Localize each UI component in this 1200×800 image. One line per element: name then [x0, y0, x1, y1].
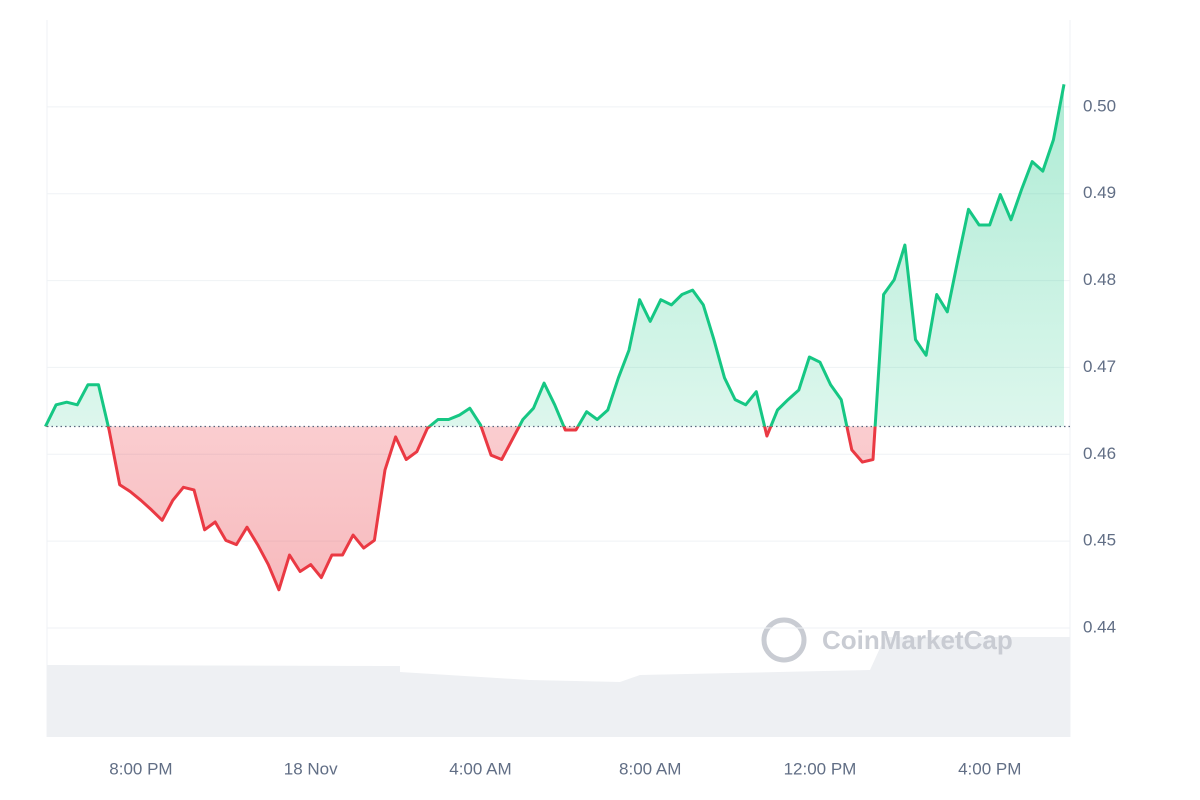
y-tick-label: 0.48	[1083, 270, 1116, 289]
price-line-up	[44, 84, 1066, 427]
x-tick-label: 4:00 PM	[958, 759, 1021, 778]
watermark-text: CoinMarketCap	[822, 625, 1013, 655]
x-tick-label: 12:00 PM	[784, 759, 857, 778]
x-tick-label: 18 Nov	[284, 759, 338, 778]
y-tick-label: 0.45	[1083, 531, 1116, 550]
y-tick-label: 0.47	[1083, 357, 1116, 376]
area-up	[45, 84, 1064, 427]
watermark: CoinMarketCap	[761, 617, 1013, 663]
x-tick-label: 8:00 PM	[109, 759, 172, 778]
y-tick-label: 0.50	[1083, 96, 1116, 115]
y-tick-label: 0.49	[1083, 183, 1116, 202]
plot: 0.44 0.45 0.46 0.47 0.48 0.49 0.50 8:00 PM 18 No…	[44, 84, 1116, 778]
x-tick-label: 8:00 AM	[619, 759, 681, 778]
y-tick-label: 0.46	[1083, 444, 1116, 463]
watermark-logo	[761, 617, 807, 663]
area-down	[45, 426, 876, 590]
price-line-down	[45, 426, 877, 592]
volume-area	[47, 637, 1070, 737]
y-tick-label: 0.44	[1083, 617, 1116, 636]
x-tick-label: 4:00 AM	[449, 759, 511, 778]
